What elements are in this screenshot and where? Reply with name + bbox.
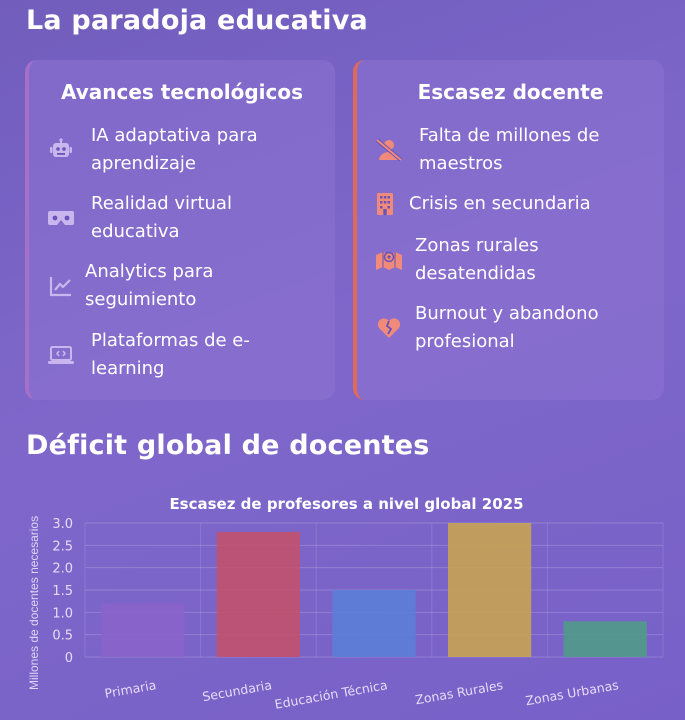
card-teacher-shortage: Escasez docente Falta de millones de mae…: [353, 60, 664, 400]
bar-zonas-rurales: [447, 523, 532, 657]
card-title-tech: Avances tecnológicos: [60, 80, 304, 104]
y-tick-label: 0: [65, 651, 73, 666]
user-slash-icon: [375, 136, 403, 164]
list-item: Realidad virtual educativa: [47, 190, 232, 246]
item-text-line: aprendizaje: [91, 153, 196, 174]
laptop-code-icon: [47, 341, 75, 369]
x-tick-label: Educación Técnica: [273, 677, 388, 712]
item-text-line: profesional: [415, 331, 515, 352]
x-tick-label: Primaria: [103, 677, 157, 701]
chart-title: Escasez de profesores a nivel global 202…: [169, 495, 524, 513]
list-item: Falta de millones de maestros: [375, 122, 599, 178]
item-text-line: maestros: [419, 153, 503, 174]
bar-secundaria: [216, 531, 301, 657]
item-text-line: Crisis en secundaria: [409, 193, 591, 214]
x-tick-label: Zonas Urbanas: [524, 677, 619, 708]
y-tick-label: 0.5: [52, 629, 73, 644]
list-item: Burnout y abandono profesional: [375, 300, 599, 356]
section-title-deficit: Déficit global de docentes: [26, 430, 430, 461]
chart-y-axis-label: Millones de docentes necesarios: [27, 515, 41, 690]
list-item: Zonas rurales desatendidas: [375, 232, 539, 288]
item-text-line: Plataformas de e-: [91, 330, 250, 351]
vr-headset-icon: [47, 204, 75, 232]
item-text-line: learning: [91, 358, 165, 379]
building-icon: [371, 190, 399, 218]
list-item: Crisis en secundaria: [371, 190, 591, 218]
card-title-shortage: Escasez docente: [417, 80, 604, 104]
x-tick-label: Zonas Rurales: [414, 677, 504, 707]
list-item: IA adaptativa para aprendizaje: [47, 122, 258, 178]
item-text-line: educativa: [91, 221, 180, 242]
y-tick-label: 3.0: [52, 517, 73, 532]
bar-primaria: [101, 603, 185, 657]
bar-zonas-urbanas: [563, 621, 647, 657]
y-tick-label: 2.0: [52, 562, 73, 577]
broken-heart-icon: [375, 314, 403, 342]
item-text-line: desatendidas: [415, 263, 536, 284]
list-item: Analytics para seguimiento: [47, 258, 213, 314]
y-tick-label: 1.5: [52, 584, 73, 599]
y-tick-label: 2.5: [52, 539, 73, 554]
item-text-line: IA adaptativa para: [91, 125, 258, 146]
y-tick-label: 1.0: [52, 606, 73, 621]
item-text-line: Realidad virtual: [91, 193, 232, 214]
map-icon: [375, 246, 403, 274]
line-chart-icon: [47, 272, 75, 300]
list-item: Plataformas de e- learning: [47, 327, 250, 383]
x-tick-label: Secundaria: [201, 677, 273, 704]
robot-icon: [47, 136, 75, 164]
card-tech-advances: Avances tecnológicos IA adaptativa para …: [25, 60, 335, 400]
bar-educaci-n-t-cnica: [332, 590, 416, 657]
item-text-line: Zonas rurales: [415, 235, 539, 256]
item-text-line: seguimiento: [85, 289, 197, 310]
item-text-line: Analytics para: [85, 261, 214, 282]
item-text-line: Falta de millones de: [419, 125, 600, 146]
item-text-line: Burnout y abandono: [415, 303, 599, 324]
section-title-paradox: La paradoja educativa: [26, 5, 368, 36]
